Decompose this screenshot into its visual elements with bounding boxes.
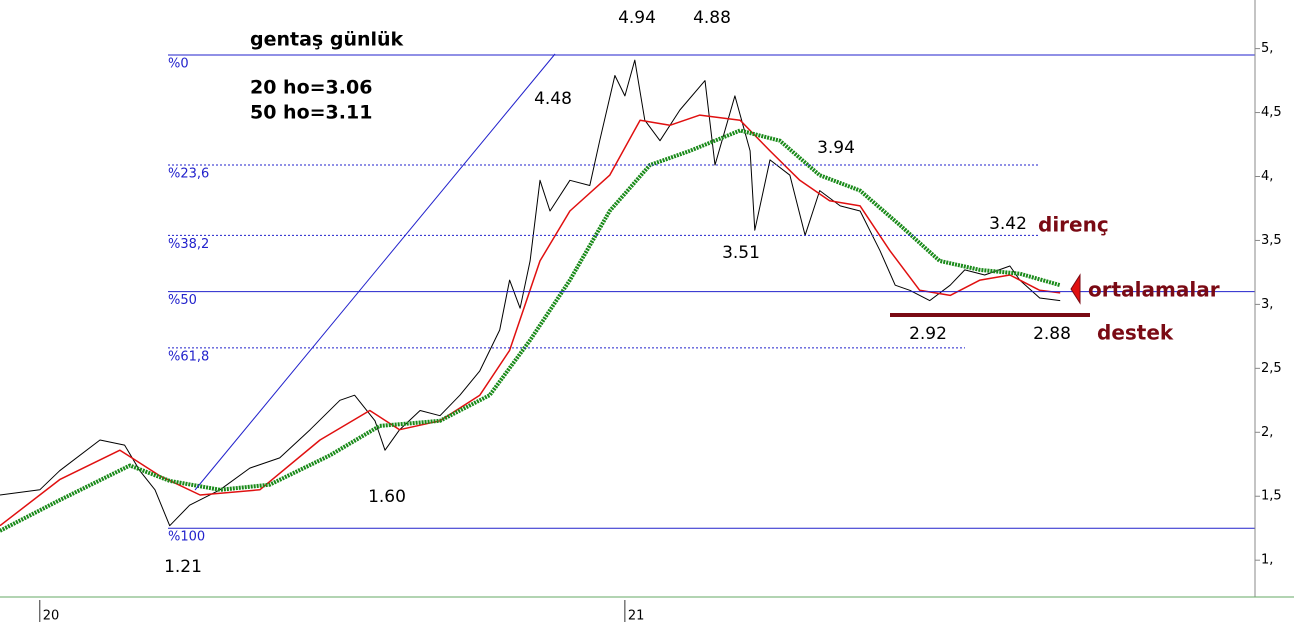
price-annotation: 4.94 <box>618 8 656 28</box>
price-line <box>0 114 1061 527</box>
price-annotation: 2.92 <box>909 324 947 344</box>
chart-title: gentaş günlük <box>250 29 404 51</box>
y-tick-label: 1,5 <box>1261 489 1282 504</box>
y-tick-label: 2,5 <box>1261 361 1282 376</box>
trend-line <box>194 53 556 491</box>
y-tick-label: 3, <box>1261 297 1273 312</box>
ma-note: 20 ho=3.06 <box>250 77 372 99</box>
y-tick-label: 2, <box>1261 425 1273 440</box>
x-tick-label: 20 <box>43 609 60 622</box>
resistance-label: direnç <box>1038 213 1109 237</box>
price-annotation: 2.88 <box>1033 324 1071 344</box>
fib-label: %61,8 <box>168 349 209 364</box>
price-annotation: 3.42 <box>989 214 1027 234</box>
x-tick-label: 21 <box>628 609 645 622</box>
arrow <box>1070 273 1081 305</box>
y-tick-label: 1, <box>1261 553 1273 568</box>
price-annotation: 4.88 <box>693 8 731 28</box>
fib-label: %100 <box>168 530 205 545</box>
support-label: destek <box>1097 321 1174 345</box>
averages-label: ortalamalar <box>1088 278 1220 302</box>
fib-label: %0 <box>168 56 189 71</box>
fib-label: %23,6 <box>168 166 209 181</box>
price-annotation: 3.94 <box>817 138 855 158</box>
price-annotation: 4.48 <box>534 89 572 109</box>
y-tick-label: 4,5 <box>1261 105 1282 120</box>
price-annotation: 3.51 <box>722 243 760 263</box>
y-tick-label: 4, <box>1261 169 1273 184</box>
price-line <box>0 128 1061 533</box>
ma-note: 50 ho=3.11 <box>250 102 372 124</box>
price-annotation: 1.21 <box>164 557 202 577</box>
price-annotation: 1.60 <box>368 487 406 507</box>
y-tick-label: 3,5 <box>1261 233 1282 248</box>
y-tick-label: 5, <box>1261 41 1273 56</box>
price-line <box>0 59 1061 527</box>
fib-label: %50 <box>168 293 197 308</box>
fib-label: %38,2 <box>168 237 209 252</box>
